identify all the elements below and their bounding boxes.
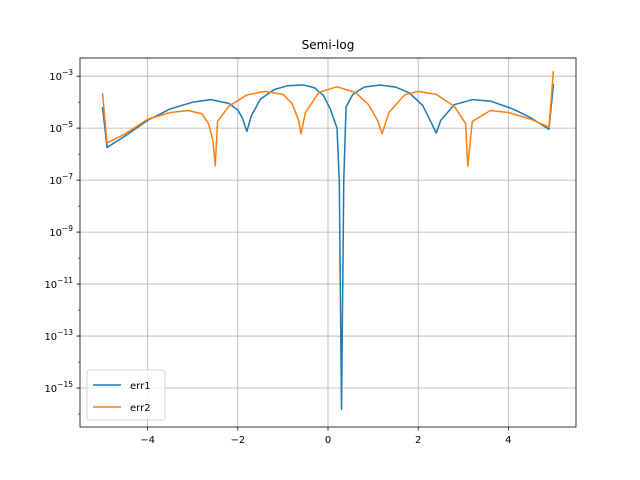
series-line-err2 (101, 70, 555, 167)
y-tick-label: 10−11 (44, 276, 73, 291)
series-line-err1 (101, 83, 555, 411)
x-tick-label: −2 (230, 435, 245, 446)
y-tick-label: 10−5 (49, 120, 73, 135)
grid (80, 58, 576, 427)
x-tick-label: 2 (415, 435, 421, 446)
legend-label-err2: err2 (130, 403, 151, 414)
x-tick-label: −4 (140, 435, 155, 446)
x-tick-label: 4 (505, 435, 511, 446)
y-tick-label: 10−15 (44, 380, 73, 395)
legend: err1 err2 (86, 369, 166, 421)
chart-title: Semi-log (302, 38, 355, 52)
y-tick-label: 10−7 (49, 172, 73, 187)
legend-label-err1: err1 (130, 381, 151, 392)
legend-frame (86, 369, 166, 421)
y-tick-label: 10−13 (44, 328, 73, 343)
y-tick-label: 10−3 (49, 68, 73, 83)
axis-ticks: −4 −2 0 2 4 10−3 10−5 10−7 10−9 10−11 10−13 10−15 (44, 68, 511, 446)
y-tick-label: 10−9 (49, 224, 73, 239)
x-tick-label: 0 (325, 435, 331, 446)
series-lines (101, 70, 555, 411)
